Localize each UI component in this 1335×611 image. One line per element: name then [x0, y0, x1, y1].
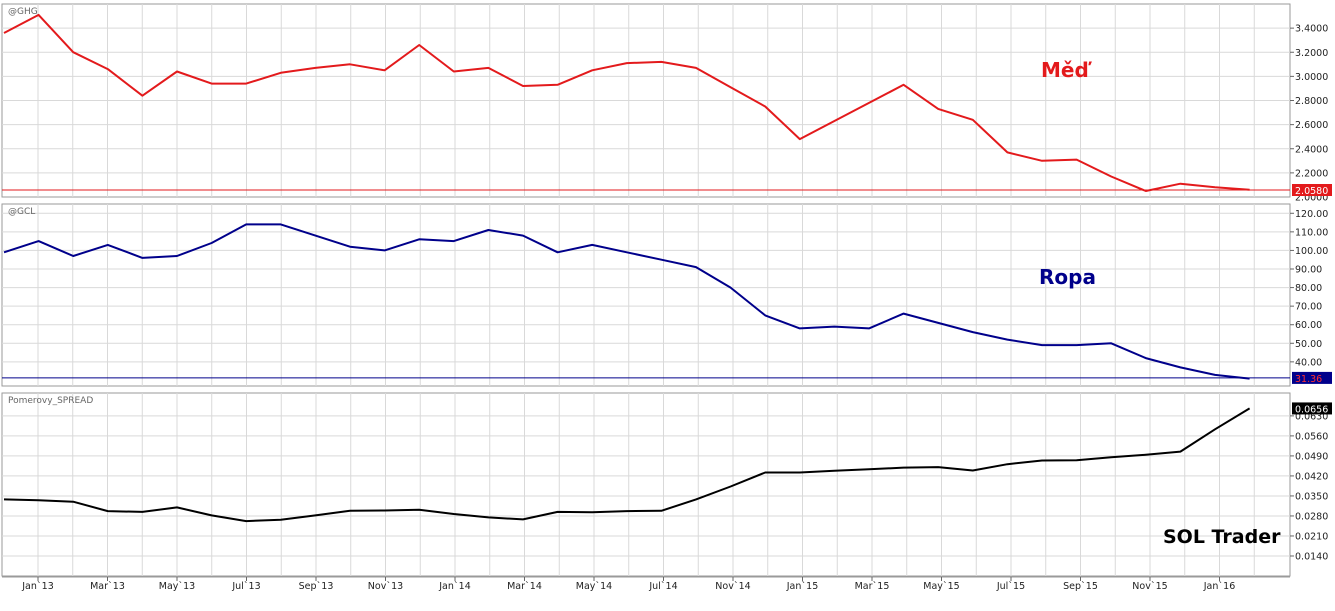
x-axis: Jan`13 Mar`13 May`13 Jul`13 Sep`13 Nov`13 Jan`… — [2, 576, 1290, 592]
y-tick-label: 110.00 — [1295, 227, 1328, 238]
panel-1: 2.2000 2.4000 2.6000 2.8000 3.0000 3.2000 3.40… — [1, 3, 1332, 204]
y-tick-label: 120.00 — [1295, 209, 1328, 220]
y-tick-label: 3.0000 — [1295, 72, 1328, 83]
panel-2: 40.00 50.00 60.00 70.00 80.00 90.00 100.00 110.… — [1, 203, 1332, 387]
last-value-tag — [1292, 184, 1332, 197]
y-tick-label: 40.00 — [1295, 357, 1322, 368]
x-tick-label: Nov`13 — [368, 581, 403, 592]
x-tick-label: Mar`14 — [507, 581, 542, 592]
last-value-label: 0.0656 — [1295, 404, 1328, 415]
x-tick-label: Mar`15 — [855, 581, 890, 592]
x-tick-label: Nov`14 — [715, 581, 750, 592]
x-tick-label: Jul`13 — [231, 581, 260, 592]
y-tick-label: 0.0490 — [1295, 451, 1328, 462]
y-tick-label: 0.0350 — [1295, 491, 1328, 502]
series-line — [3, 223, 1250, 380]
panel-frame — [1, 392, 1291, 577]
y-tick-label: 90.00 — [1295, 265, 1322, 276]
x-tick-label: Mar`13 — [90, 581, 125, 592]
x-tick-label: May`13 — [159, 581, 195, 592]
y-tick-label: 80.00 — [1295, 283, 1322, 294]
y-tick-label: 60.00 — [1295, 320, 1322, 331]
x-tick-label: Jan`16 — [1203, 581, 1235, 592]
x-tick-label: Jan`13 — [21, 581, 53, 592]
y-tick-label: 0.0140 — [1295, 551, 1328, 562]
x-tick-label: May`15 — [923, 581, 959, 592]
y-tick-label: 2.0000 — [1295, 193, 1328, 204]
y-tick-label: 50.00 — [1295, 339, 1322, 350]
x-tick-label: Nov`15 — [1132, 581, 1167, 592]
series-symbol-label: @GCL — [8, 207, 35, 217]
y-tick-label: 3.4000 — [1295, 24, 1328, 35]
x-tick-label: Sep`13 — [299, 581, 334, 592]
panel-3: 0.0140 0.0210 0.0280 0.0350 0.0420 0.0490 0.05… — [1, 392, 1332, 577]
last-value-label: 2.0580 — [1295, 186, 1328, 197]
x-tick-label: Jan`15 — [786, 581, 818, 592]
y-tick-label: 0.0560 — [1295, 431, 1328, 442]
y-tick-label: 2.4000 — [1295, 144, 1328, 155]
watermark-text: SOL Trader — [1163, 526, 1281, 548]
y-tick-label: 0.0280 — [1295, 511, 1328, 522]
panel-frame — [1, 203, 1291, 387]
series-title: Měď — [1041, 58, 1092, 82]
series-title: Ropa — [1039, 265, 1096, 289]
x-tick-label: Sep`15 — [1063, 581, 1098, 592]
series-symbol-label: @GHG — [8, 7, 38, 17]
y-tick-label: 100.00 — [1295, 246, 1328, 257]
series-line — [3, 407, 1251, 523]
x-tick-label: Jul`14 — [648, 581, 677, 592]
last-value-tag — [1292, 371, 1332, 384]
x-tick-label: Jan`14 — [438, 581, 470, 592]
y-tick-label: 0.0210 — [1295, 531, 1328, 542]
series-symbol-label: Pomerovy_SPREAD — [8, 396, 93, 406]
y-tick-label: 2.6000 — [1295, 120, 1328, 131]
y-tick-label: 2.8000 — [1295, 96, 1328, 107]
y-tick-label: 0.0420 — [1295, 471, 1328, 482]
x-tick-label: Jul`15 — [996, 581, 1025, 592]
y-tick-label: 3.2000 — [1295, 48, 1328, 59]
series-line — [3, 13, 1250, 192]
last-value-label: 31.36 — [1295, 374, 1322, 385]
y-tick-label: 70.00 — [1295, 302, 1322, 313]
y-tick-label: 2.2000 — [1295, 168, 1328, 179]
y-tick-label: 0.0630 — [1295, 411, 1328, 422]
last-value-tag — [1292, 402, 1332, 415]
x-tick-label: May`14 — [576, 581, 612, 592]
